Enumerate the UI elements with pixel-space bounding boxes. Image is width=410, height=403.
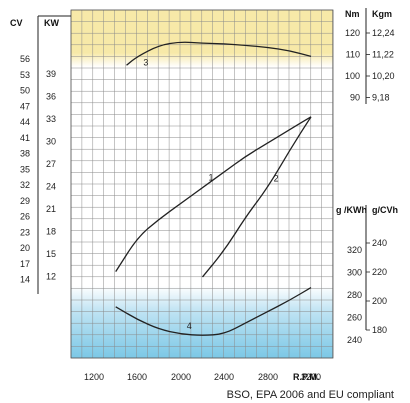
nm-ticks-label: 110 [346, 50, 360, 60]
kw-ticks-label: 15 [46, 249, 56, 259]
gkwh-tick-labels: 320 300 280 260 240 [347, 245, 362, 345]
gcvh-ticks-label: 180 [372, 325, 387, 335]
kw-ticks-label: 21 [46, 204, 56, 214]
kw-axis-title: KW [44, 18, 59, 28]
kgm-ticks-label: 12,24 [372, 28, 395, 38]
kw-ticks-label: 12 [46, 272, 56, 282]
chart-grid [70, 9, 334, 359]
kgm-ticks-label: 9,18 [372, 93, 390, 103]
kw-ticks-label: 36 [46, 92, 56, 102]
curve-2-line [201, 116, 312, 278]
rpm-tick-label: 2000 [171, 372, 191, 382]
gkwh-ticks-label: 260 [347, 313, 362, 323]
curve-4-label: 4 [187, 321, 192, 331]
cv-ticks-label: 50 [20, 86, 30, 96]
curve-4-line [115, 287, 312, 336]
gkwh-axis-title: g /KWh [336, 205, 367, 215]
nm-tick-labels: 120 110 100 90 [345, 28, 360, 103]
rpm-axis-title: R.P.M. [293, 372, 319, 382]
curve-number-labels: 1 2 3 4 [143, 57, 278, 331]
compliance-caption: BSO, EPA 2006 and EU compliant [227, 389, 394, 401]
axis-lines [37, 8, 367, 330]
cv-ticks-label: 53 [20, 70, 30, 80]
gcvh-tick-labels: 240 220 200 180 [366, 238, 387, 335]
gcvh-ticks-label: 240 [372, 238, 387, 248]
cv-ticks-label: 56 [20, 54, 30, 64]
rpm-tick-label: 1200 [84, 372, 104, 382]
rpm-tick-label: 3200 [301, 372, 321, 382]
gkwh-ticks-label: 280 [347, 290, 362, 300]
kgm-axis-title: Kgm [372, 9, 392, 19]
nm-ticks-label: 120 [345, 28, 360, 38]
kw-ticks-label: 27 [46, 159, 56, 169]
kw-ticks-label: 24 [46, 182, 56, 192]
cv-ticks-label: 41 [20, 133, 30, 143]
gkwh-ticks-label: 300 [347, 268, 362, 278]
cv-ticks-label: 35 [20, 164, 30, 174]
cv-tick-labels: 56 53 50 47 44 41 38 35 32 29 26 23 20 17 14 [20, 54, 30, 285]
cv-ticks-label: 14 [20, 275, 30, 285]
curve-2-label: 2 [274, 174, 279, 184]
kgm-ticks-label: 10,20 [372, 71, 395, 81]
curve-1-line [115, 116, 312, 272]
rpm-tick-label: 2400 [214, 372, 234, 382]
curve-3-line [126, 41, 312, 66]
cv-ticks-label: 47 [20, 101, 30, 111]
curve-1-label: 1 [209, 173, 214, 183]
gcvh-ticks-label: 220 [372, 267, 387, 277]
cv-ticks-label: 32 [20, 180, 30, 190]
cv-ticks-label: 29 [20, 196, 30, 206]
nm-ticks-label: 90 [350, 93, 360, 103]
rpm-tick-labels: 1200 1600 2000 2400 2800 3200 [84, 372, 321, 382]
gcvh-ticks-label: 200 [372, 296, 387, 306]
cv-ticks-label: 23 [20, 227, 30, 237]
rpm-tick-label: 2800 [258, 372, 278, 382]
nm-ticks-label: 100 [345, 71, 360, 81]
nm-axis-title: Nm [345, 9, 360, 19]
cv-ticks-label: 17 [20, 259, 30, 269]
cv-ticks-label: 20 [20, 243, 30, 253]
cv-ticks-label: 26 [20, 212, 30, 222]
kw-ticks-label: 39 [46, 69, 56, 79]
kgm-tick-labels: 12,24 11,22 10,20 9,18 [366, 28, 395, 103]
gkwh-ticks-label: 320 [347, 245, 362, 255]
rpm-tick-label: 1600 [127, 372, 147, 382]
cv-axis-title: CV [10, 18, 23, 28]
gcvh-axis-title: g/CVh [372, 205, 398, 215]
kw-ticks-label: 30 [46, 137, 56, 147]
cv-ticks-label: 38 [20, 149, 30, 159]
kgm-ticks-label: 11,22 [372, 50, 394, 60]
cv-ticks-label: 44 [20, 117, 30, 127]
curve-series [115, 41, 312, 336]
kw-tick-labels: 39 36 33 30 27 24 21 18 15 12 [46, 69, 56, 282]
plot-frame [70, 9, 334, 359]
kw-ticks-label: 18 [46, 227, 56, 237]
kw-ticks-label: 33 [46, 114, 56, 124]
curve-3-label: 3 [143, 57, 148, 67]
gkwh-ticks-label: 240 [347, 335, 362, 345]
